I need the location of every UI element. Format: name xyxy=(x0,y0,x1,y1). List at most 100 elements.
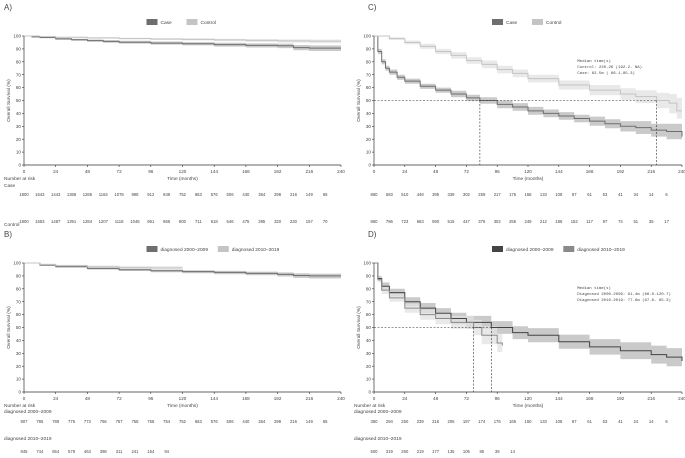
risk-count: 87 xyxy=(572,419,577,424)
y-tick-label: 90 xyxy=(366,47,372,52)
risk-count: 260 xyxy=(401,449,409,454)
risk-count: 41 xyxy=(618,192,623,197)
median-box-line: Control: 220.26 (192.2- NA) xyxy=(577,65,642,70)
risk-count: 94 xyxy=(164,449,169,454)
risk-count: 70 xyxy=(323,219,328,224)
y-tick-label: 20 xyxy=(16,364,22,369)
risk-count: 723 xyxy=(401,219,409,224)
y-tick-label: 70 xyxy=(366,299,372,304)
risk-count: 1266 xyxy=(83,192,93,197)
panel-label: D) xyxy=(368,230,377,239)
risk-count: 395 xyxy=(258,219,266,224)
risk-count: 576 xyxy=(211,419,219,424)
risk-count: 205 xyxy=(448,419,456,424)
y-tick-label: 60 xyxy=(16,312,22,317)
x-tick-label: 72 xyxy=(464,396,470,401)
x-tick-label: 96 xyxy=(495,169,501,174)
legend-label: diagnosed 2000–2009 xyxy=(161,247,209,253)
median-box-title: Median time(s) xyxy=(577,59,611,64)
survival-curve-2 xyxy=(24,262,183,269)
risk-count: 41 xyxy=(618,419,623,424)
risk-table-title: Number at risk xyxy=(4,176,36,182)
risk-count: 1048 xyxy=(130,219,140,224)
risk-count: 463 xyxy=(84,449,92,454)
risk-count: 174 xyxy=(478,419,486,424)
y-tick-label: 80 xyxy=(16,286,22,291)
y-tick-label: 10 xyxy=(16,377,22,382)
x-tick-label: 192 xyxy=(274,169,282,174)
risk-count: 6 xyxy=(665,192,668,197)
risk-count: 186 xyxy=(555,219,563,224)
y-tick-label: 50 xyxy=(366,325,372,330)
risk-count: 583 xyxy=(386,192,394,197)
risk-count: 230 xyxy=(290,219,298,224)
risk-count: 216 xyxy=(290,419,298,424)
y-tick-label: 40 xyxy=(366,111,372,116)
legend-label: Control xyxy=(546,20,561,26)
risk-count: 149 xyxy=(306,419,314,424)
risk-count: 97 xyxy=(603,219,608,224)
x-tick-label: 216 xyxy=(305,169,313,174)
risk-count: 663 xyxy=(195,192,203,197)
risk-count: 65 xyxy=(323,192,328,197)
y-tick-label: 60 xyxy=(366,85,372,90)
risk-count: 1164 xyxy=(99,192,109,197)
median-box-line: Diagnosed 2000-2009: 91.4m (66.0-120.7) xyxy=(577,292,671,297)
risk-count: 506 xyxy=(227,192,235,197)
survival-curve-1 xyxy=(374,35,683,137)
x-tick-label: 216 xyxy=(305,396,313,401)
legend: Case Control xyxy=(146,19,216,26)
x-tick-label: 72 xyxy=(117,169,123,174)
risk-count: 241 xyxy=(131,449,139,454)
risk-count: 515 xyxy=(448,219,456,224)
risk-count: 1284 xyxy=(83,219,93,224)
x-tick-label: 120 xyxy=(179,396,187,401)
risk-count: 24 xyxy=(633,419,638,424)
risk-count: 786 xyxy=(386,219,394,224)
y-tick-label: 20 xyxy=(366,137,372,142)
legend-label: diagnosed 2000–2009 xyxy=(506,247,554,253)
risk-count: 364 xyxy=(258,419,266,424)
y-tick-label: 0 xyxy=(18,163,21,168)
risk-count: 1487 xyxy=(51,219,61,224)
risk-count: 39 xyxy=(495,449,500,454)
y-tick-label: 0 xyxy=(18,390,21,395)
y-tick-label: 40 xyxy=(16,338,22,343)
y-tick-label: 70 xyxy=(16,299,22,304)
km-panel: A) Case Control 0 10 20 30 40 50 60 70 80 90 100 0 24 48… xyxy=(4,3,345,228)
y-tick-label: 80 xyxy=(16,59,22,64)
x-tick-label: 48 xyxy=(85,169,91,174)
risk-count: 912 xyxy=(147,192,155,197)
risk-count: 108 xyxy=(555,419,563,424)
x-tick-label: 168 xyxy=(586,396,594,401)
x-tick-label: 216 xyxy=(647,169,655,174)
median-box-line: Diagnosed 2010-2019: 77.6m (67.6- 95.3) xyxy=(577,298,671,303)
survival-curve-2 xyxy=(374,262,503,346)
legend-swatch xyxy=(532,19,543,25)
risk-count: 744 xyxy=(36,449,44,454)
risk-count: 53 xyxy=(603,419,608,424)
y-tick-label: 60 xyxy=(16,85,22,90)
risk-count: 74 xyxy=(618,219,623,224)
risk-count: 176 xyxy=(494,419,502,424)
x-tick-label: 48 xyxy=(433,396,439,401)
risk-row-label: diagnosed 2000–2009 xyxy=(4,409,52,415)
risk-count: 65 xyxy=(323,419,328,424)
risk-count: 447 xyxy=(463,219,471,224)
panel-label: B) xyxy=(4,230,12,239)
x-tick-label: 24 xyxy=(53,169,59,174)
y-tick-label: 40 xyxy=(16,111,22,116)
risk-count: 302 xyxy=(494,219,502,224)
risk-count: 259 xyxy=(478,192,486,197)
risk-count: 546 xyxy=(227,219,235,224)
risk-count: 754 xyxy=(163,419,171,424)
risk-count: 440 xyxy=(242,419,250,424)
x-tick-label: 96 xyxy=(148,396,154,401)
x-tick-label: 48 xyxy=(85,396,91,401)
x-tick-label: 240 xyxy=(337,169,345,174)
risk-count: 339 xyxy=(448,192,456,197)
y-tick-label: 100 xyxy=(13,34,21,39)
risk-count: 360 xyxy=(371,419,379,424)
risk-count: 376 xyxy=(478,219,486,224)
risk-count: 14 xyxy=(649,192,654,197)
